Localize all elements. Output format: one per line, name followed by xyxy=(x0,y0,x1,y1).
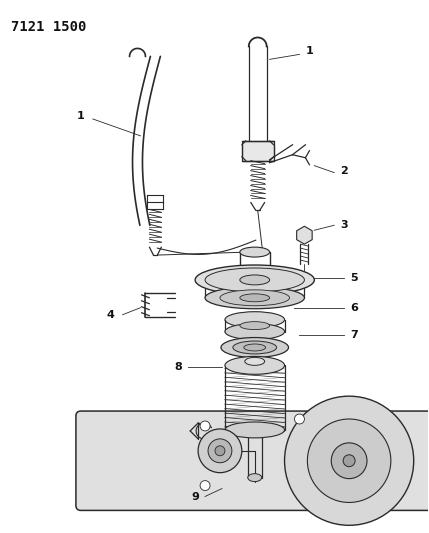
Ellipse shape xyxy=(233,341,277,354)
Text: 7: 7 xyxy=(350,329,358,340)
Circle shape xyxy=(284,396,414,526)
Ellipse shape xyxy=(225,324,284,340)
Text: 3: 3 xyxy=(340,220,348,230)
Text: 7121 1500: 7121 1500 xyxy=(11,20,87,34)
Circle shape xyxy=(343,455,355,467)
Circle shape xyxy=(198,429,242,473)
Circle shape xyxy=(294,414,305,424)
Text: 1: 1 xyxy=(305,46,313,56)
Ellipse shape xyxy=(248,474,262,482)
Ellipse shape xyxy=(205,268,305,292)
FancyBboxPatch shape xyxy=(76,411,429,511)
Ellipse shape xyxy=(220,290,290,306)
Text: 9: 9 xyxy=(191,491,199,502)
Ellipse shape xyxy=(195,265,314,295)
Ellipse shape xyxy=(225,422,284,438)
Ellipse shape xyxy=(205,287,305,309)
Ellipse shape xyxy=(240,294,270,302)
Ellipse shape xyxy=(225,312,284,328)
Circle shape xyxy=(215,446,225,456)
Ellipse shape xyxy=(245,358,265,365)
Text: 8: 8 xyxy=(174,362,182,373)
Text: 1: 1 xyxy=(77,111,85,121)
Circle shape xyxy=(308,419,391,503)
Text: 4: 4 xyxy=(107,310,115,320)
Ellipse shape xyxy=(225,357,284,374)
Ellipse shape xyxy=(240,247,270,257)
Ellipse shape xyxy=(244,344,266,351)
Text: 6: 6 xyxy=(350,303,358,313)
Bar xyxy=(242,141,274,160)
Circle shape xyxy=(200,481,210,490)
Ellipse shape xyxy=(221,337,289,358)
Ellipse shape xyxy=(240,275,270,285)
Ellipse shape xyxy=(240,321,270,329)
Circle shape xyxy=(331,443,367,479)
Text: 2: 2 xyxy=(340,166,348,176)
Circle shape xyxy=(208,439,232,463)
Text: 5: 5 xyxy=(350,273,358,283)
Circle shape xyxy=(200,421,210,431)
